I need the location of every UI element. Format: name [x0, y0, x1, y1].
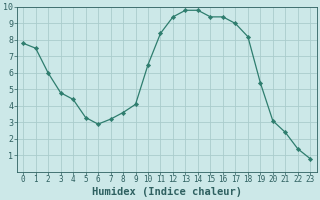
X-axis label: Humidex (Indice chaleur): Humidex (Indice chaleur) — [92, 186, 242, 197]
